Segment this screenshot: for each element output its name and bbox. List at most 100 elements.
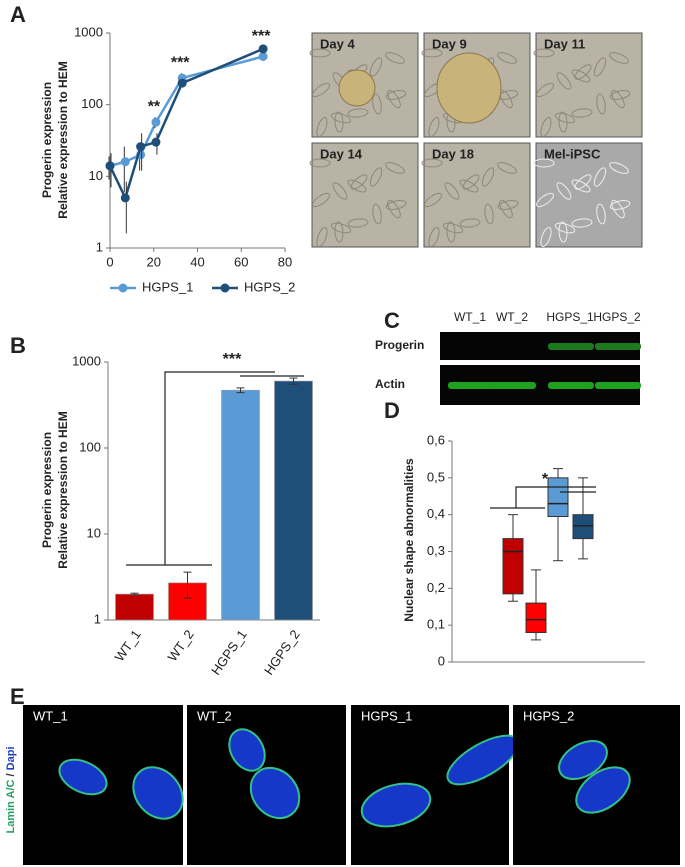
cell-texture xyxy=(385,52,405,64)
y-tick-label: 1000 xyxy=(74,24,103,39)
x-tick-label: 80 xyxy=(278,254,292,269)
y-tick-label: 0,6 xyxy=(427,432,445,447)
cell-texture xyxy=(316,227,328,247)
cell-texture xyxy=(350,174,368,190)
micrograph-label: Day 11 xyxy=(544,36,585,51)
image-label: HGPS_1 xyxy=(361,708,412,723)
point xyxy=(258,44,268,54)
nucleus xyxy=(360,782,432,828)
cell-texture xyxy=(540,227,552,247)
cell-texture xyxy=(556,182,572,200)
legend-label: HGPS_2 xyxy=(244,279,295,294)
nucleus xyxy=(132,766,184,820)
cell-texture xyxy=(334,221,344,243)
x-tick-label: 20 xyxy=(147,254,161,269)
cell-texture xyxy=(387,199,401,219)
series-line xyxy=(108,47,264,202)
cell-texture xyxy=(334,111,344,133)
x-tick-label: 0 xyxy=(106,254,113,269)
panel-label: A xyxy=(10,2,26,27)
point xyxy=(151,137,161,147)
nucleus xyxy=(575,766,631,814)
point xyxy=(120,157,130,167)
x-tick-label: WT_1 xyxy=(112,627,144,664)
point xyxy=(151,117,161,127)
cell-texture xyxy=(540,117,552,137)
y-axis-label: Progerin expression xyxy=(40,82,54,198)
cell-texture xyxy=(533,48,555,58)
fluorescence-image xyxy=(351,705,509,865)
blot-row-label: Progerin xyxy=(375,338,424,352)
blot-band xyxy=(595,382,641,389)
significance: *** xyxy=(223,351,242,368)
legend-label: HGPS_1 xyxy=(142,279,193,294)
cell-texture xyxy=(611,89,625,109)
image-label: HGPS_2 xyxy=(523,708,574,723)
cell-texture xyxy=(444,182,460,200)
nucleus xyxy=(228,728,266,772)
stain-part: Lamin A/C xyxy=(5,779,17,833)
blot-column-label: WT_1 xyxy=(454,310,486,324)
stain-part: / xyxy=(5,773,17,776)
y-tick-label: 0,5 xyxy=(427,469,445,484)
panel-label: E xyxy=(10,684,25,709)
cell-texture xyxy=(347,108,369,118)
blot-row-label: Actin xyxy=(375,377,405,391)
blot-band xyxy=(448,382,494,389)
cell-texture xyxy=(535,82,555,98)
cell-texture xyxy=(385,200,407,210)
bar xyxy=(274,380,313,621)
cell-texture xyxy=(309,158,331,168)
cell-texture xyxy=(385,90,407,100)
significance-bracket xyxy=(490,486,596,509)
panel-label: B xyxy=(10,333,26,358)
cell-texture xyxy=(330,112,352,124)
cell-texture xyxy=(558,111,568,133)
y-tick-label: 0 xyxy=(438,653,445,668)
y-tick-label: 0,4 xyxy=(427,506,445,521)
point xyxy=(258,51,268,61)
cell-texture xyxy=(535,192,555,208)
cell-texture xyxy=(571,179,591,193)
cell-texture xyxy=(554,222,576,234)
cell-texture xyxy=(574,64,592,80)
cell-texture xyxy=(421,158,443,168)
significance: *** xyxy=(252,28,271,45)
significance: * xyxy=(542,471,549,488)
micrograph-label: Day 4 xyxy=(320,36,355,51)
cell-texture xyxy=(497,162,517,174)
x-tick-label: HGPS_2 xyxy=(261,627,303,678)
nucleus xyxy=(558,740,608,780)
y-tick-label: 0,2 xyxy=(427,580,445,595)
y-tick-label: 0,3 xyxy=(427,543,445,558)
cell-texture xyxy=(309,48,331,58)
point xyxy=(177,78,187,88)
legend-marker xyxy=(118,283,128,293)
panel-label: D xyxy=(384,398,400,423)
blot-band xyxy=(548,382,594,389)
cell-texture xyxy=(611,199,625,219)
cell-texture xyxy=(462,174,480,190)
cell-texture xyxy=(609,200,631,210)
cell-texture xyxy=(459,179,479,193)
point xyxy=(136,142,146,152)
cell-texture xyxy=(481,167,495,187)
blot-column-label: HGPS_1 xyxy=(546,310,594,324)
cell-texture xyxy=(387,89,401,109)
significance: ** xyxy=(148,98,161,115)
y-tick-label: 0,1 xyxy=(427,617,445,632)
cell-texture xyxy=(609,90,631,100)
cell-texture xyxy=(428,227,440,247)
blot-column-label: HGPS_2 xyxy=(593,310,641,324)
x-tick-label: WT_2 xyxy=(165,627,197,664)
cell-texture xyxy=(446,221,456,243)
cell-texture xyxy=(571,69,591,83)
cell-texture xyxy=(484,203,494,225)
cell-texture xyxy=(372,203,382,225)
micrograph-label: Day 14 xyxy=(320,146,363,161)
cell-texture xyxy=(316,117,328,137)
significance-bracket xyxy=(126,371,304,566)
nucleus xyxy=(249,766,301,820)
nucleus xyxy=(58,758,108,796)
